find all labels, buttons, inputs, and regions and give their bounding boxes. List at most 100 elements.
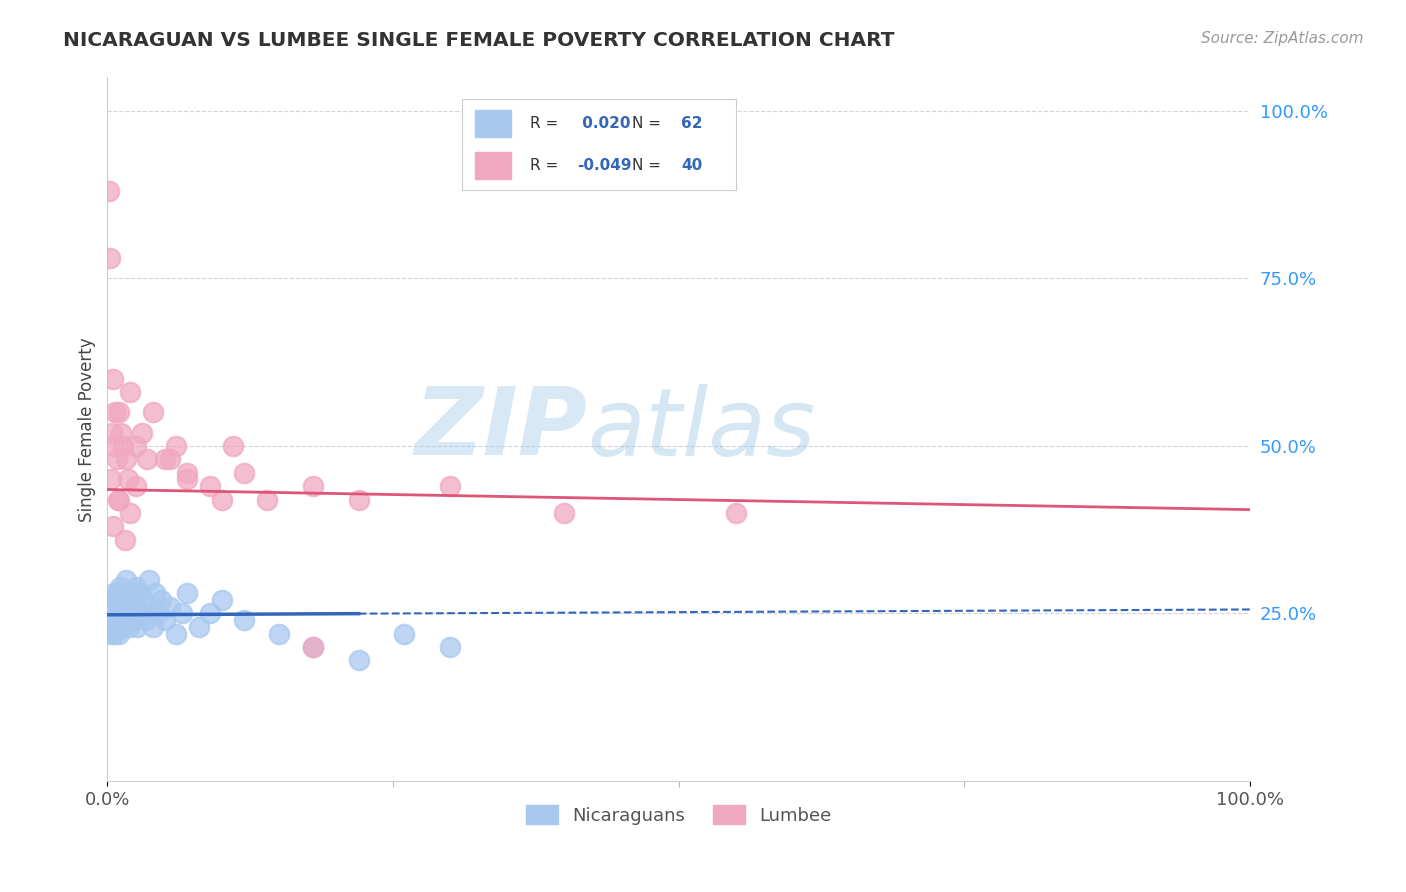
Point	[121, 613, 143, 627]
Point	[142, 620, 165, 634]
Point	[100, 599, 122, 614]
Point	[159, 599, 181, 614]
Point	[101, 607, 124, 621]
Point	[139, 607, 162, 621]
Point	[122, 593, 145, 607]
Point	[124, 607, 146, 621]
Point	[98, 252, 121, 266]
Point	[111, 620, 134, 634]
Point	[187, 620, 209, 634]
Text: Source: ZipAtlas.com: Source: ZipAtlas.com	[1201, 31, 1364, 46]
Point	[142, 405, 165, 419]
Point	[135, 613, 157, 627]
Point	[101, 372, 124, 386]
Point	[125, 580, 148, 594]
Text: NICARAGUAN VS LUMBEE SINGLE FEMALE POVERTY CORRELATION CHART: NICARAGUAN VS LUMBEE SINGLE FEMALE POVER…	[63, 31, 894, 50]
Point	[114, 573, 136, 587]
Point	[120, 385, 142, 400]
Point	[136, 452, 159, 467]
Point	[233, 613, 256, 627]
Point	[108, 626, 131, 640]
Point	[302, 640, 325, 654]
Point	[108, 613, 131, 627]
Y-axis label: Single Female Poverty: Single Female Poverty	[79, 337, 96, 522]
Point	[107, 492, 129, 507]
Point	[176, 466, 198, 480]
Point	[120, 586, 142, 600]
Point	[110, 425, 132, 440]
Point	[138, 573, 160, 587]
Point	[347, 492, 370, 507]
Point	[200, 607, 222, 621]
Point	[112, 599, 135, 614]
Point	[108, 405, 131, 419]
Point	[114, 452, 136, 467]
Point	[211, 593, 233, 607]
Point	[114, 586, 136, 600]
Point	[103, 586, 125, 600]
Point	[165, 626, 187, 640]
Point	[127, 599, 149, 614]
Point	[553, 506, 575, 520]
Point	[98, 620, 121, 634]
Point	[108, 580, 131, 594]
Point	[105, 593, 128, 607]
Point	[394, 626, 416, 640]
Point	[211, 492, 233, 507]
Point	[108, 492, 131, 507]
Point	[170, 607, 193, 621]
Point	[267, 626, 290, 640]
Point	[97, 607, 120, 621]
Point	[165, 439, 187, 453]
Point	[114, 533, 136, 547]
Point	[145, 586, 167, 600]
Point	[117, 473, 139, 487]
Point	[104, 405, 127, 419]
Point	[110, 607, 132, 621]
Point	[104, 599, 127, 614]
Point	[233, 466, 256, 480]
Point	[724, 506, 747, 520]
Point	[110, 593, 132, 607]
Text: atlas: atlas	[588, 384, 815, 475]
Point	[176, 586, 198, 600]
Point	[125, 479, 148, 493]
Point	[101, 613, 124, 627]
Point	[101, 519, 124, 533]
Point	[104, 613, 127, 627]
Point	[131, 425, 153, 440]
Point	[200, 479, 222, 493]
Point	[439, 479, 461, 493]
Point	[131, 607, 153, 621]
Point	[120, 506, 142, 520]
Point	[159, 452, 181, 467]
Point	[125, 439, 148, 453]
Point	[132, 593, 155, 607]
Point	[101, 620, 124, 634]
Point	[256, 492, 278, 507]
Point	[107, 607, 129, 621]
Point	[103, 439, 125, 453]
Point	[347, 653, 370, 667]
Point	[103, 626, 125, 640]
Point	[115, 607, 138, 621]
Point	[114, 613, 136, 627]
Point	[127, 620, 149, 634]
Point	[101, 593, 124, 607]
Point	[176, 473, 198, 487]
Point	[118, 620, 141, 634]
Point	[105, 620, 128, 634]
Point	[105, 452, 128, 467]
Point	[101, 425, 124, 440]
Point	[100, 626, 122, 640]
Point	[120, 599, 142, 614]
Point	[302, 479, 325, 493]
Text: ZIP: ZIP	[415, 384, 588, 475]
Point	[112, 439, 135, 453]
Point	[150, 593, 173, 607]
Point	[153, 613, 176, 627]
Point	[302, 640, 325, 654]
Point	[108, 599, 131, 614]
Legend: Nicaraguans, Lumbee: Nicaraguans, Lumbee	[526, 805, 832, 825]
Point	[153, 452, 176, 467]
